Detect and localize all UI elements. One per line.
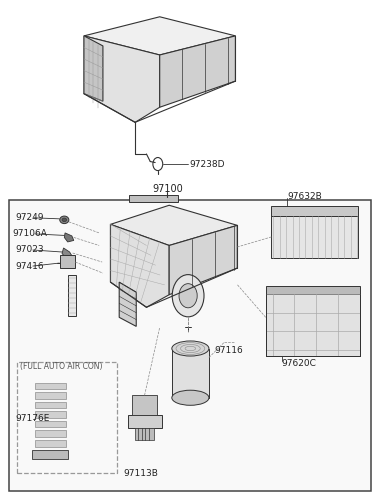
Circle shape [172,275,204,317]
Ellipse shape [62,218,66,222]
Polygon shape [84,36,103,101]
Polygon shape [271,206,358,216]
Bar [35,421,66,427]
Text: 97116: 97116 [215,346,243,354]
Ellipse shape [172,341,209,356]
Polygon shape [111,205,238,245]
Polygon shape [169,225,238,295]
Bar [35,411,66,418]
Bar [35,383,66,389]
Bar [35,440,66,447]
Polygon shape [266,286,359,294]
Polygon shape [111,224,169,307]
Polygon shape [84,36,160,122]
Polygon shape [68,275,76,316]
Bar [9,200,370,491]
Bar [32,450,68,459]
Circle shape [179,284,197,308]
Bar [60,255,75,268]
Bar [35,402,66,408]
Bar [35,430,66,437]
Bar [35,392,66,399]
Text: 97238D: 97238D [189,160,225,168]
Text: (FULL AUTO AIR CON): (FULL AUTO AIR CON) [21,362,103,371]
Polygon shape [84,17,236,55]
Polygon shape [160,36,236,107]
Polygon shape [266,294,359,356]
Polygon shape [271,216,358,258]
Ellipse shape [60,216,69,224]
Bar [133,395,157,415]
Text: 97416: 97416 [15,262,44,271]
Bar [17,361,117,473]
Text: 97106A: 97106A [13,229,48,238]
Polygon shape [119,282,136,327]
Text: 97100: 97100 [152,184,183,194]
Text: 97620C: 97620C [282,359,317,368]
Text: 97632B: 97632B [288,192,323,201]
Ellipse shape [172,390,209,405]
Text: 97249: 97249 [15,213,44,222]
Text: 97176E: 97176E [15,414,49,423]
Polygon shape [62,248,73,259]
Bar [128,415,162,428]
Bar [135,428,154,440]
Polygon shape [129,195,178,202]
Polygon shape [64,233,74,242]
Text: 97113B: 97113B [124,469,158,478]
Bar [172,348,209,398]
Text: 97023: 97023 [15,245,44,255]
